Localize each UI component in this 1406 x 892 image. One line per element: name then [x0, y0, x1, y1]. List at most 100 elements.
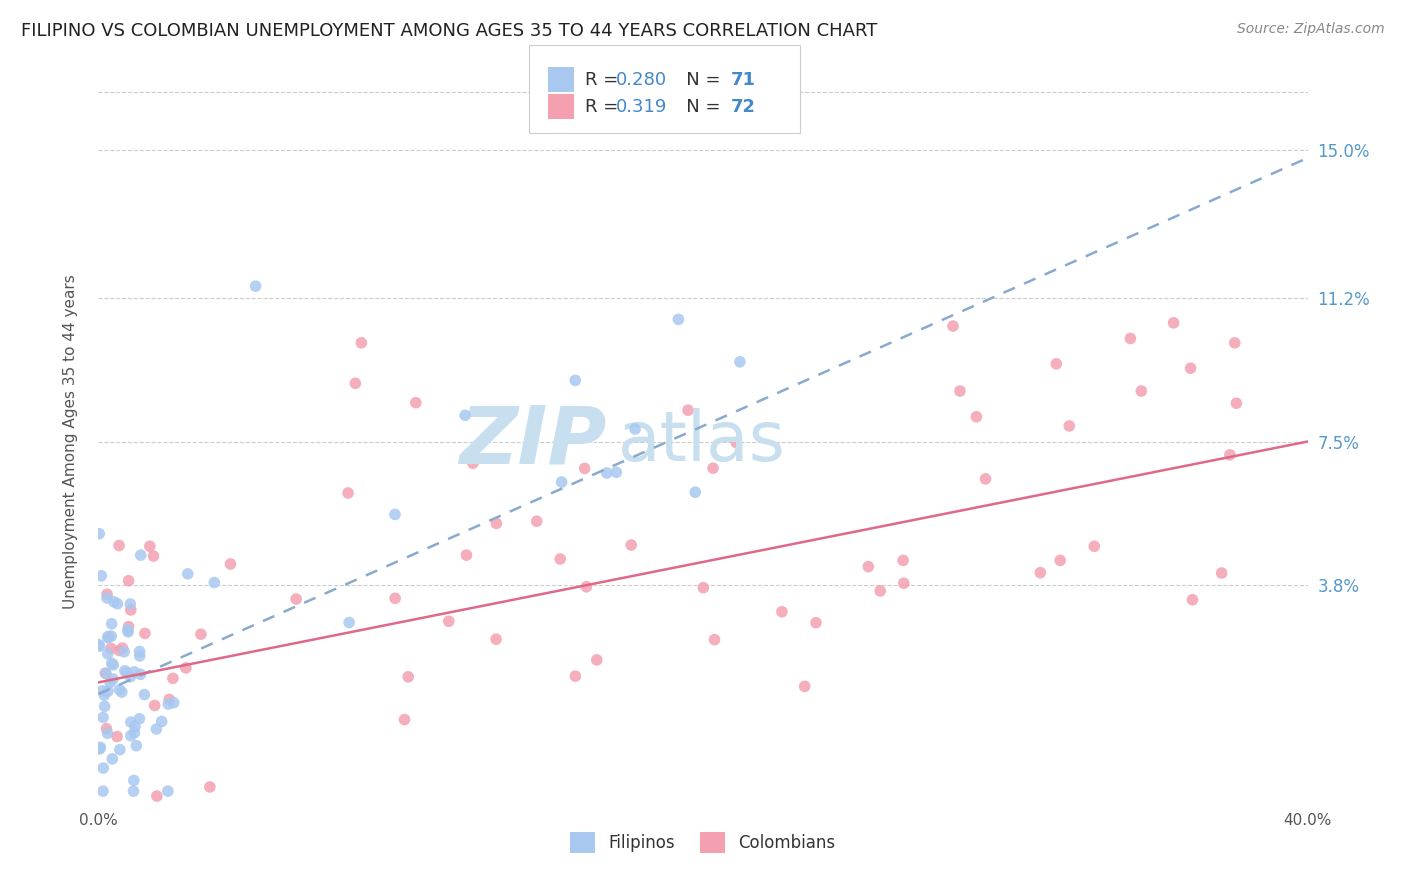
Point	[703, 632, 725, 647]
Point	[219, 557, 242, 571]
Point	[120, 597, 142, 611]
Point	[1211, 566, 1233, 580]
Point	[350, 335, 373, 350]
Point	[89, 526, 111, 541]
Text: R =: R =	[585, 70, 624, 88]
Point	[128, 644, 150, 658]
Point	[103, 657, 125, 672]
Point	[124, 665, 146, 679]
Point	[869, 583, 891, 598]
Point	[456, 548, 478, 562]
Point	[725, 435, 748, 450]
Point	[156, 784, 179, 798]
Point	[1225, 396, 1247, 410]
Point	[198, 780, 221, 794]
Point	[97, 684, 120, 698]
Point	[143, 698, 166, 713]
Point	[98, 675, 121, 690]
Point	[111, 685, 134, 699]
Point	[89, 740, 111, 755]
Text: 72: 72	[731, 98, 756, 116]
Point	[157, 692, 180, 706]
Point	[337, 486, 360, 500]
Point	[596, 466, 619, 480]
Point	[115, 665, 138, 680]
Point	[605, 465, 627, 479]
Point	[100, 657, 122, 671]
Point	[134, 626, 156, 640]
Point	[1130, 384, 1153, 398]
Point	[177, 566, 200, 581]
Point	[114, 664, 136, 678]
Point	[770, 605, 793, 619]
Point	[437, 615, 460, 629]
Point	[145, 722, 167, 736]
Point	[793, 679, 815, 693]
Y-axis label: Unemployment Among Ages 35 to 44 years: Unemployment Among Ages 35 to 44 years	[63, 274, 77, 609]
Point	[384, 508, 406, 522]
Point	[100, 629, 122, 643]
Text: atlas: atlas	[619, 408, 786, 475]
Point	[893, 576, 915, 591]
Point	[128, 648, 150, 663]
Point	[120, 714, 142, 729]
Point	[103, 595, 125, 609]
Point	[87, 638, 110, 652]
Point	[574, 461, 596, 475]
Point	[120, 729, 142, 743]
Point	[1083, 539, 1105, 553]
Legend: Filipinos, Colombians: Filipinos, Colombians	[564, 826, 842, 860]
Point	[1180, 361, 1202, 376]
Point	[108, 643, 131, 657]
Point	[485, 632, 508, 647]
Point	[1181, 592, 1204, 607]
Point	[575, 580, 598, 594]
Point	[139, 539, 162, 553]
Point	[124, 719, 146, 733]
Point	[190, 627, 212, 641]
Point	[129, 667, 152, 681]
Point	[949, 384, 972, 398]
Point	[683, 485, 706, 500]
Point	[702, 461, 724, 475]
Point	[107, 597, 129, 611]
Text: 71: 71	[731, 70, 756, 88]
Point	[564, 373, 586, 387]
Point	[624, 422, 647, 436]
Point	[396, 670, 419, 684]
Point	[125, 739, 148, 753]
Point	[174, 661, 197, 675]
Point	[676, 403, 699, 417]
Point	[105, 730, 128, 744]
Point	[974, 472, 997, 486]
Point	[804, 615, 827, 630]
Text: FILIPINO VS COLOMBIAN UNEMPLOYMENT AMONG AGES 35 TO 44 YEARS CORRELATION CHART: FILIPINO VS COLOMBIAN UNEMPLOYMENT AMONG…	[21, 22, 877, 40]
Point	[96, 587, 118, 601]
Point	[108, 539, 131, 553]
Point	[163, 696, 186, 710]
Point	[142, 549, 165, 563]
Point	[97, 647, 120, 661]
Point	[461, 456, 484, 470]
Point	[405, 395, 427, 409]
Point	[485, 516, 508, 531]
Point	[122, 784, 145, 798]
Point	[111, 641, 134, 656]
Point	[122, 773, 145, 788]
Point	[1163, 316, 1185, 330]
Point	[157, 697, 180, 711]
Point	[96, 726, 118, 740]
Point	[124, 725, 146, 739]
Point	[97, 630, 120, 644]
Point	[93, 688, 115, 702]
Text: 0.280: 0.280	[616, 70, 666, 88]
Point	[117, 623, 139, 637]
Text: R =: R =	[585, 98, 624, 116]
Point	[94, 666, 117, 681]
Text: N =: N =	[669, 70, 727, 88]
Point	[337, 615, 360, 630]
Point	[117, 619, 139, 633]
Point	[245, 279, 267, 293]
Point	[108, 682, 131, 697]
Point	[692, 581, 714, 595]
